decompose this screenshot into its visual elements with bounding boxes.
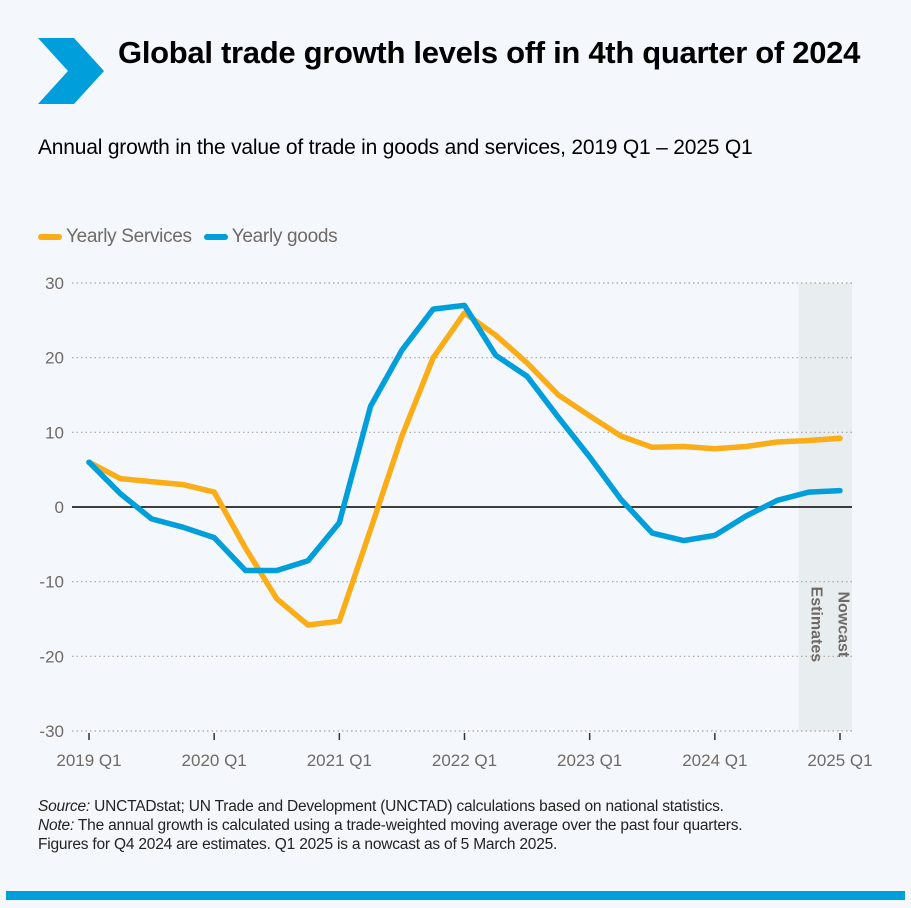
legend: Yearly Services Yearly goods — [38, 226, 349, 248]
x-tick-label: 2024 Q1 — [682, 751, 747, 770]
footnotes: Source: UNCTADstat; UN Trade and Develop… — [38, 797, 898, 854]
y-tick-label: 0 — [55, 498, 64, 517]
legend-label-services: Yearly Services — [66, 226, 192, 247]
y-tick-label: -30 — [39, 722, 64, 741]
y-tick-label: 10 — [45, 423, 64, 442]
bottom-accent-bar — [6, 891, 905, 900]
note-line-2: Figures for Q4 2024 are estimates. Q1 20… — [38, 836, 558, 853]
nowcast-label: Nowcast — [835, 591, 852, 657]
legend-label-goods: Yearly goods — [231, 226, 338, 247]
y-tick-label: -10 — [39, 573, 64, 592]
note-label: Note: — [38, 817, 75, 834]
note-text: The annual growth is calculated using a … — [74, 817, 743, 834]
x-tick-label: 2025 Q1 — [807, 751, 872, 770]
source-note: Source: UNCTADstat; UN Trade and Develop… — [38, 797, 898, 816]
line-chart: 30 20 10 0 -10 -20 -30 2019 Q1 2020 Q1 2021 Q1 202… — [39, 274, 872, 770]
x-tick-label: 2019 Q1 — [56, 751, 121, 770]
chevron-logo-icon — [38, 38, 104, 104]
y-tick-label: 30 — [45, 274, 64, 293]
source-text: UNCTADstat; UN Trade and Development (UN… — [90, 798, 724, 815]
chart-title: Global trade growth levels off in 4th qu… — [118, 35, 861, 70]
y-tick-label: -20 — [39, 647, 64, 666]
series-line-services — [86, 310, 843, 628]
x-tick-label: 2023 Q1 — [557, 751, 622, 770]
chart-subtitle: Annual growth in the value of trade in g… — [38, 136, 753, 159]
note-line: Note: The annual growth is calculated us… — [38, 816, 898, 835]
source-label: Source: — [38, 798, 91, 815]
y-tick-label: 20 — [45, 349, 64, 368]
x-tick-label: 2022 Q1 — [432, 751, 497, 770]
legend-swatch-goods — [203, 234, 228, 240]
x-tick-label: 2020 Q1 — [182, 751, 247, 770]
estimates-label: Estimates — [808, 587, 825, 663]
x-tick-label: 2021 Q1 — [307, 751, 372, 770]
legend-swatch-services — [38, 234, 62, 240]
legend-item-services: Yearly Services — [38, 226, 192, 248]
legend-item-goods: Yearly goods — [203, 226, 338, 248]
series-line-goods — [86, 302, 843, 574]
